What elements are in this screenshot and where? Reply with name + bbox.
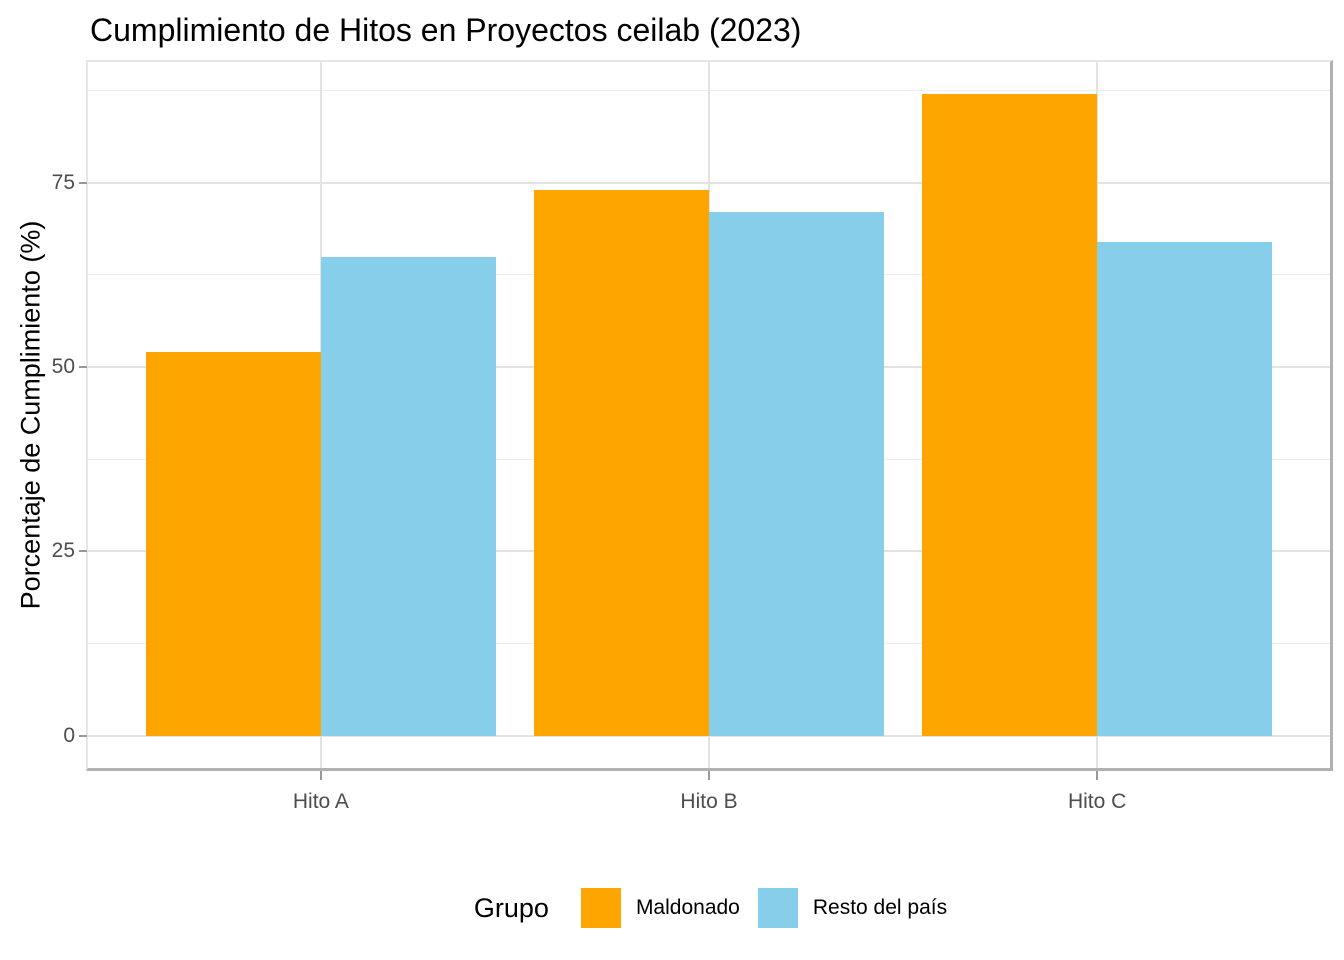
x-tick-label-hito-c: Hito C	[1067, 790, 1127, 813]
x-tick-mark-hito-c	[1096, 771, 1099, 780]
x-tick-label-hito-b: Hito B	[680, 790, 738, 813]
bar-maldonado-hito-a	[146, 352, 321, 736]
bar-maldonado-hito-b	[534, 190, 709, 736]
legend-swatch-resto-del-pais	[757, 888, 798, 928]
legend-item-maldonado: Maldonado	[580, 888, 740, 928]
y-tick-label-0: 0	[63, 723, 75, 747]
y-tick-mark-75	[79, 181, 87, 184]
legend-title: Grupo	[473, 892, 549, 923]
bar-resto-del-pais-hito-c	[1097, 241, 1272, 736]
y-tick-mark-25	[79, 550, 87, 553]
legend-label-maldonado: Maldonado	[635, 896, 740, 919]
y-tick-mark-50	[79, 366, 87, 369]
legend-item-resto-del-pais: Resto del país	[757, 888, 948, 928]
legend: Grupo Maldonado Resto del país	[88, 880, 1333, 936]
bar-maldonado-hito-c	[922, 94, 1098, 736]
legend-label-resto-del-pais: Resto del país	[812, 896, 948, 919]
y-tick-label-25: 25	[51, 539, 75, 563]
chart-title: Cumplimiento de Hitos en Proyectos ceila…	[90, 12, 802, 48]
bar-resto-del-pais-hito-b	[709, 212, 884, 736]
y-tick-label-50: 50	[51, 355, 75, 379]
x-tick-mark-hito-a	[319, 771, 322, 780]
legend-swatch-maldonado	[580, 888, 621, 928]
bar-resto-del-pais-hito-a	[320, 256, 496, 736]
x-tick-mark-hito-b	[708, 771, 710, 780]
x-tick-label-hito-a: Hito A	[292, 790, 349, 813]
y-tick-label-75: 75	[51, 170, 75, 194]
y-tick-mark-0	[79, 734, 87, 737]
plot-panel	[86, 60, 1333, 771]
